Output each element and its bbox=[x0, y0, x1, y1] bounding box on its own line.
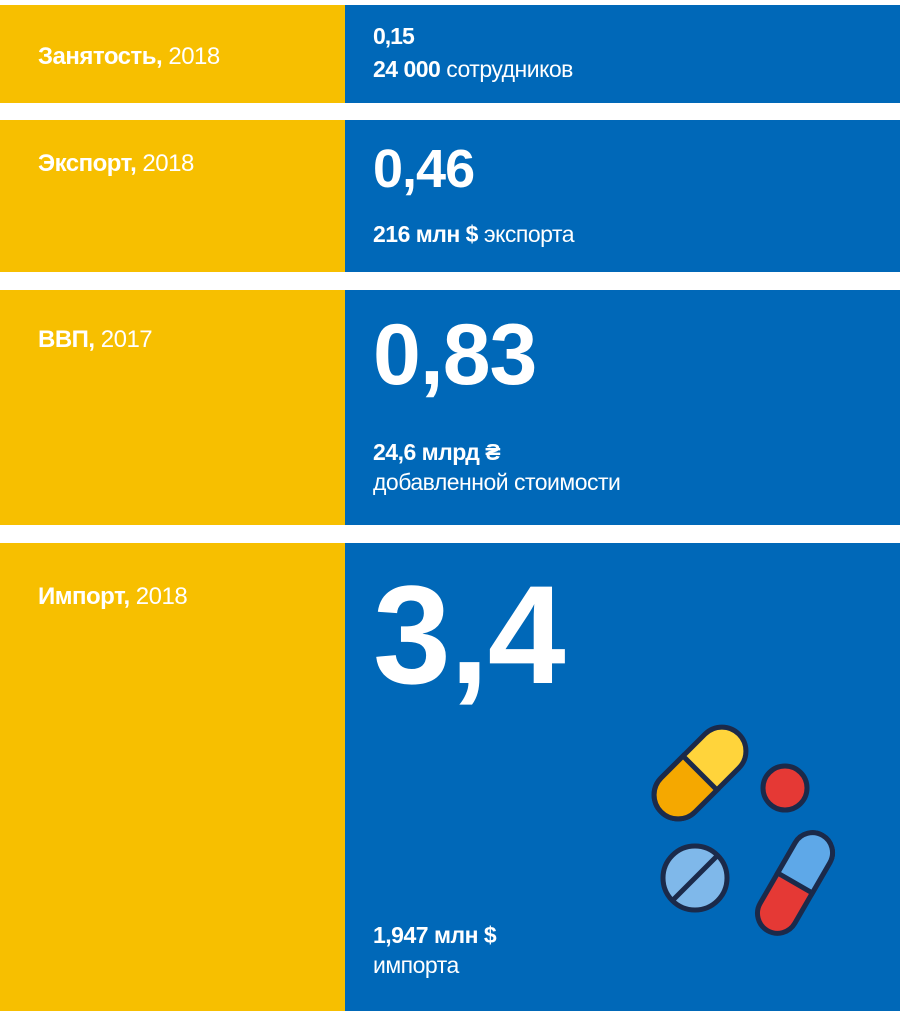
year: 2018 bbox=[142, 150, 194, 177]
pill-round bbox=[760, 763, 810, 813]
value: 0,46 bbox=[373, 139, 475, 199]
row: Экспорт, 2018 0,46 216 млн $ экспорта bbox=[0, 120, 900, 272]
value-cell: 0,15 24 000 сотрудников bbox=[345, 5, 900, 103]
detail-bold: 24 000 bbox=[373, 56, 441, 82]
detail: 24 000 сотрудников bbox=[373, 55, 573, 85]
label-text: Импорт, bbox=[38, 583, 130, 610]
detail: 1,947 млн $ импорта bbox=[373, 921, 497, 981]
tablet-line bbox=[670, 853, 720, 903]
label-cell: Экспорт, 2018 bbox=[0, 120, 345, 272]
detail: 24,6 млрд ₴ добавленной стоимости bbox=[373, 438, 621, 498]
label-text: ВВП, bbox=[38, 326, 95, 353]
label: ВВП, 2017 bbox=[38, 326, 153, 354]
value-cell: 0,46 216 млн $ экспорта bbox=[345, 120, 900, 272]
year: 2018 bbox=[135, 583, 188, 610]
capsule-red bbox=[755, 830, 835, 936]
row: Импорт, 2018 3,4 1,947 млн $ импорта bbox=[0, 543, 900, 1011]
label-cell: Занятость, 2018 bbox=[0, 5, 345, 103]
detail-text: сотрудников bbox=[446, 56, 573, 82]
detail: 216 млн $ экспорта bbox=[373, 220, 575, 250]
label-cell: Импорт, 2018 bbox=[0, 543, 345, 1011]
label: Экспорт, 2018 bbox=[38, 150, 194, 178]
row: ВВП, 2017 0,83 24,6 млрд ₴ добавленной ст… bbox=[0, 290, 900, 525]
value-cell: 3,4 1,947 млн $ импорта bbox=[345, 543, 900, 1011]
label: Занятость, 2018 bbox=[38, 43, 220, 71]
label-text: Экспорт, bbox=[38, 150, 137, 177]
detail-text: импорта bbox=[373, 951, 459, 978]
detail-bold: 216 млн $ bbox=[373, 221, 478, 247]
detail-bold: 1,947 млн $ bbox=[373, 922, 497, 948]
detail-text: добавленной стоимости bbox=[373, 468, 621, 495]
year: 2018 bbox=[168, 43, 220, 70]
label-text: Занятость, bbox=[38, 43, 163, 70]
label-cell: ВВП, 2017 bbox=[0, 290, 345, 525]
value: 3,4 bbox=[373, 556, 566, 713]
label: Импорт, 2018 bbox=[38, 583, 188, 611]
row: Занятость, 2018 0,15 24 000 сотрудников bbox=[0, 5, 900, 103]
value: 0,15 bbox=[373, 23, 415, 49]
detail-bold: 24,6 млрд ₴ bbox=[373, 439, 501, 465]
value-cell: 0,83 24,6 млрд ₴ добавленной стоимости bbox=[345, 290, 900, 525]
year: 2017 bbox=[100, 326, 153, 353]
value: 0,83 bbox=[373, 307, 537, 403]
pills-icon bbox=[651, 724, 835, 936]
capsule-yellow bbox=[651, 724, 749, 822]
detail-text: экспорта bbox=[483, 221, 575, 247]
